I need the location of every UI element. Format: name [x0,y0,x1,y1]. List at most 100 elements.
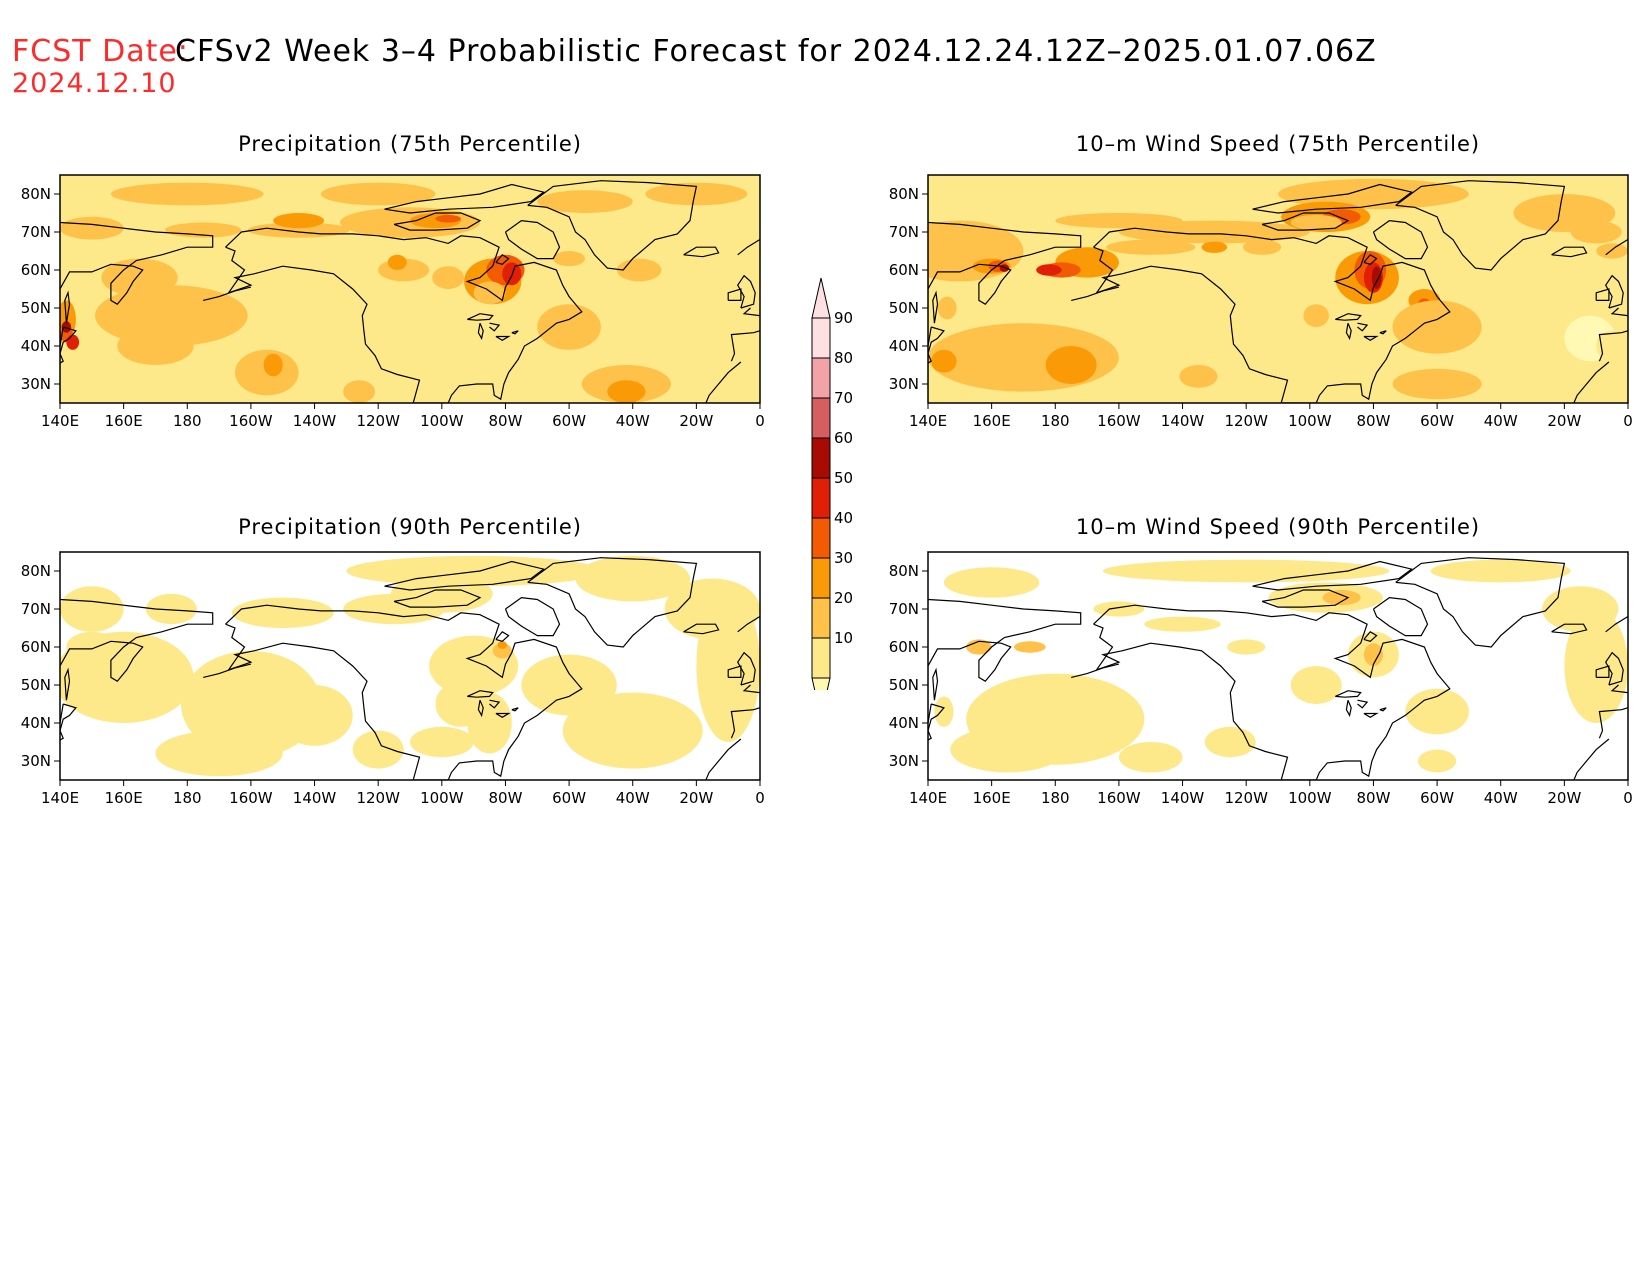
lat-tick-label: 30N [21,375,51,393]
coastline [1395,180,1566,271]
colorbar-swatch [812,358,830,398]
lon-tick-label: 40W [616,789,650,807]
coastline [1605,616,1628,633]
coastline [1345,322,1352,341]
coastline [1598,707,1628,739]
coastline [384,183,545,214]
lon-tick-label: 100W [1288,789,1332,807]
lon-tick-label: 20W [1547,412,1581,430]
lat-tick-label: 60N [21,261,51,279]
coastline [1395,557,1566,648]
coastline [727,288,742,301]
lon-tick-label: 160W [229,789,273,807]
coastline [1595,288,1610,301]
map-panel-p1: 80N 70N 60N 50N 40N 30N 140E 160E 180 160W 140W 120… [21,174,765,430]
colorbar-swatch [812,598,830,638]
coastline [203,286,252,301]
lon-tick-label: 160E [973,789,1011,807]
map-panel-p3: 80N 70N 60N 50N 40N 30N 140E 160E 180 160W 140W 120… [21,551,765,807]
panel-title-precip-90: Precipitation (90th Percentile) [238,515,582,539]
lat-tick-label: 50N [889,299,919,317]
coastline [225,604,583,780]
lon-tick-label: 180 [173,412,202,430]
colorbar-swatch [812,478,830,518]
coastline [928,326,945,364]
coastline [932,290,939,324]
lon-tick-label: 0 [1623,412,1633,430]
lat-tick-label: 60N [889,261,919,279]
forecast-title: CFSv2 Week 3–4 Probabilistic Forecast fo… [175,34,1377,69]
coastline [705,738,742,780]
coastline [393,212,482,231]
fcst-date-label: FCST Date: [12,34,189,69]
colorbar-label: 20 [834,589,853,607]
coastline [489,699,501,709]
coastline [730,330,760,362]
probability-field [928,552,1628,780]
coastline [736,274,756,309]
coastline [737,239,760,256]
coastline [1363,335,1379,341]
colorbar-low-triangle [811,677,831,690]
lon-tick-label: 100W [420,412,464,430]
coastline [1261,212,1350,231]
lon-tick-label: 120W [1224,412,1268,430]
coastline [1372,219,1429,260]
coastline [1598,330,1628,362]
lon-tick-label: 180 [173,789,202,807]
coastline [1363,712,1379,718]
coastline [384,560,545,591]
coastline [742,684,760,694]
coastline [1610,307,1628,317]
coastline [1595,665,1610,678]
lon-tick-label: 40W [616,412,650,430]
coastline [511,707,519,712]
coastline [504,596,561,637]
map-frame [59,551,761,781]
coastline [737,616,760,633]
coastline [705,361,742,403]
lon-tick-label: 40W [1484,412,1518,430]
coastline [683,246,720,258]
coastline [928,221,1082,305]
lat-tick-label: 30N [889,752,919,770]
coastline [1071,663,1120,678]
probability-field [60,552,760,780]
lat-tick-label: 40N [21,714,51,732]
coastline [489,322,501,332]
colorbar-high-triangle [811,277,831,319]
lon-tick-label: 80W [488,412,522,430]
coastline [527,557,698,648]
lon-tick-label: 20W [679,412,713,430]
coastline [1335,690,1362,698]
panel-title-precip-75: Precipitation (75th Percentile) [238,132,582,156]
colorbar-label: 90 [834,309,853,327]
lon-tick-label: 100W [1288,412,1332,430]
coastline [203,663,252,678]
lon-tick-label: 160E [105,412,143,430]
coastline [1605,239,1628,256]
coastline [477,322,484,341]
lat-tick-label: 70N [21,600,51,618]
coastline [1357,699,1369,709]
lon-tick-label: 160W [1097,412,1141,430]
lon-tick-label: 60W [552,412,586,430]
coastline [1093,604,1451,780]
lon-tick-label: 140E [909,412,947,430]
probability-field [60,175,760,403]
colorbar-label: 70 [834,389,853,407]
lon-tick-label: 80W [1356,412,1390,430]
lat-tick-label: 70N [889,223,919,241]
coastline [495,712,511,718]
coastline [1345,699,1352,718]
lat-tick-label: 60N [889,638,919,656]
lon-tick-label: 120W [356,412,400,430]
lat-tick-label: 50N [21,676,51,694]
coastline [1252,183,1413,214]
coastline [1357,322,1369,332]
lon-tick-label: 140E [41,789,79,807]
coastline [1604,651,1624,686]
coastline [1335,313,1362,321]
lat-tick-label: 70N [21,223,51,241]
coastline [504,219,561,260]
